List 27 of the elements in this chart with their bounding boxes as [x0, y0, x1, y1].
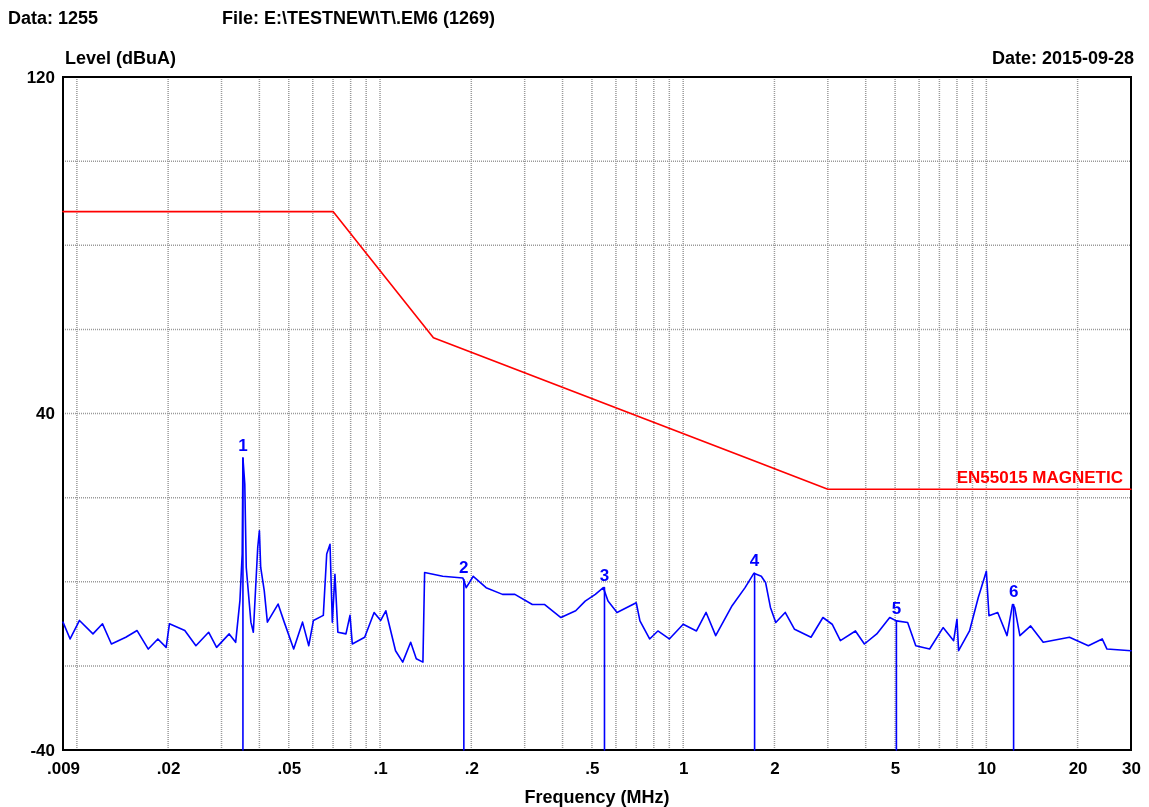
x-tick-label: 1 [678, 759, 689, 779]
x-tick-label: 2 [770, 759, 780, 779]
x-tick-label: .009 [46, 759, 81, 779]
y-axis-title: Level (dBuA) [65, 48, 177, 68]
x-tick-label: .1 [373, 759, 388, 779]
x-axis-title: Frequency (MHz) [524, 787, 670, 807]
annotation: 2 [459, 557, 469, 577]
annotation: 5 [891, 598, 902, 618]
x-tick-label: 10 [977, 759, 997, 779]
text: File: E:\TESTNEW\T\.EM6 (1269) [222, 8, 496, 28]
x-tick-label: 30 [1122, 759, 1141, 779]
y-tick-label: 120 [26, 67, 55, 87]
y-tick-label: 40 [36, 404, 55, 424]
series-label: EN55015 MAGNETIC [956, 468, 1123, 488]
x-tick-label: .5 [585, 759, 600, 779]
x-tick-label: .2 [464, 759, 479, 779]
y-tick-label: -40 [30, 740, 55, 760]
text: Date: 2015-09-28 [991, 48, 1134, 68]
x-tick-label: 20 [1068, 759, 1088, 779]
x-tick-label: .02 [156, 759, 181, 779]
annotation: 3 [599, 565, 610, 585]
x-tick-label: .05 [277, 759, 302, 779]
annotation: 4 [749, 551, 760, 571]
annotation: 1 [238, 436, 248, 456]
text: Data: 1255 [8, 8, 99, 28]
x-tick-label: 5 [890, 759, 901, 779]
annotation: 6 [1008, 582, 1019, 602]
